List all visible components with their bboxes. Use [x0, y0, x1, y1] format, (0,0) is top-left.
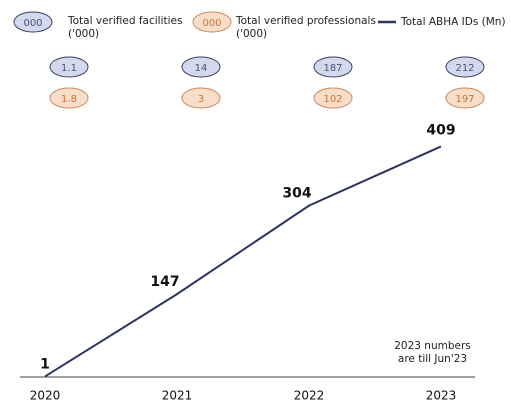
series-line	[44, 145, 442, 378]
x-tick-label: 2023	[426, 389, 457, 403]
data-label: 147	[150, 274, 179, 290]
data-label: 304	[282, 186, 311, 202]
x-tick-label: 2021	[162, 389, 193, 403]
legend-marker-label: 000	[202, 18, 221, 29]
badge	[313, 87, 353, 109]
badge	[49, 56, 89, 78]
badge-label: 212	[455, 63, 474, 74]
legend-marker	[192, 11, 232, 33]
badge	[445, 87, 485, 109]
badge	[181, 56, 221, 78]
badge-label: 1.8	[61, 94, 77, 105]
badge	[445, 56, 485, 78]
x-tick-label: 2020	[30, 389, 61, 403]
badge	[313, 56, 353, 78]
badge-label: 102	[323, 94, 342, 105]
badge-label: 14	[195, 63, 208, 74]
badge-label: 1.1	[61, 63, 77, 74]
badge	[49, 87, 89, 109]
legend-label: Total verified facilities ('000)	[68, 15, 183, 40]
data-label: 1	[40, 356, 50, 372]
badge-label: 197	[455, 94, 474, 105]
data-label: 409	[426, 122, 455, 138]
badge-label: 187	[323, 63, 342, 74]
annotation: 2023 numbers are till Jun'23	[394, 340, 471, 365]
legend-marker-label: 000	[23, 18, 42, 29]
badge-label: 3	[198, 94, 204, 105]
x-tick-label: 2022	[294, 389, 325, 403]
badge	[181, 87, 221, 109]
legend-label: Total ABHA IDs (Mn)	[401, 16, 506, 28]
legend-label: Total verified professionals ('000)	[236, 15, 376, 40]
legend-marker	[13, 11, 53, 33]
